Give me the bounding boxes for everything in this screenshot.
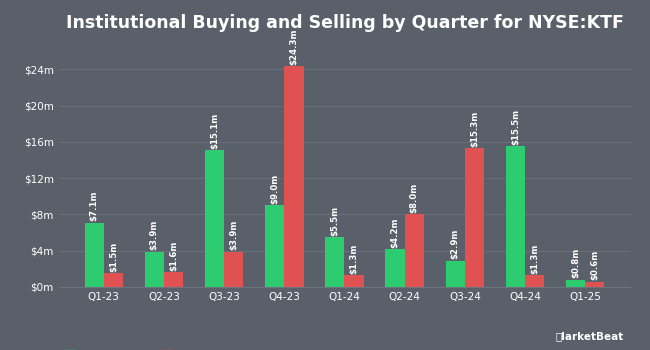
- Text: $5.5m: $5.5m: [330, 205, 339, 236]
- Bar: [145, 252, 164, 287]
- Text: $15.3m: $15.3m: [470, 111, 479, 147]
- Text: $0.6m: $0.6m: [590, 250, 599, 280]
- Text: $2.9m: $2.9m: [450, 229, 460, 259]
- Bar: [446, 261, 465, 287]
- Bar: [585, 281, 604, 287]
- Text: $1.3m: $1.3m: [530, 244, 540, 274]
- Bar: [284, 66, 304, 287]
- Text: $1.5m: $1.5m: [109, 242, 118, 272]
- Bar: [224, 252, 243, 287]
- Bar: [84, 223, 104, 287]
- Text: $0.8m: $0.8m: [571, 248, 580, 278]
- Text: $8.0m: $8.0m: [410, 183, 419, 213]
- Bar: [164, 273, 183, 287]
- Text: $3.9m: $3.9m: [229, 220, 239, 250]
- Bar: [465, 148, 484, 287]
- Bar: [525, 275, 544, 287]
- Bar: [205, 150, 224, 287]
- Bar: [325, 237, 344, 287]
- Text: $1.6m: $1.6m: [169, 241, 178, 271]
- Text: $24.3m: $24.3m: [289, 29, 298, 65]
- Text: $15.1m: $15.1m: [210, 112, 219, 149]
- Bar: [104, 273, 123, 287]
- Text: $1.3m: $1.3m: [350, 244, 359, 274]
- Bar: [566, 280, 585, 287]
- Bar: [405, 215, 424, 287]
- Text: $7.1m: $7.1m: [90, 191, 99, 221]
- Bar: [344, 275, 364, 287]
- Text: $15.5m: $15.5m: [511, 109, 520, 145]
- Bar: [385, 249, 405, 287]
- Text: $9.0m: $9.0m: [270, 174, 280, 204]
- Title: Institutional Buying and Selling by Quarter for NYSE:KTF: Institutional Buying and Selling by Quar…: [66, 14, 623, 32]
- Text: $3.9m: $3.9m: [150, 220, 159, 250]
- Text: ⼿larketBeat: ⼿larketBeat: [556, 331, 624, 341]
- Text: $4.2m: $4.2m: [391, 217, 400, 247]
- Bar: [265, 205, 284, 287]
- Bar: [506, 146, 525, 287]
